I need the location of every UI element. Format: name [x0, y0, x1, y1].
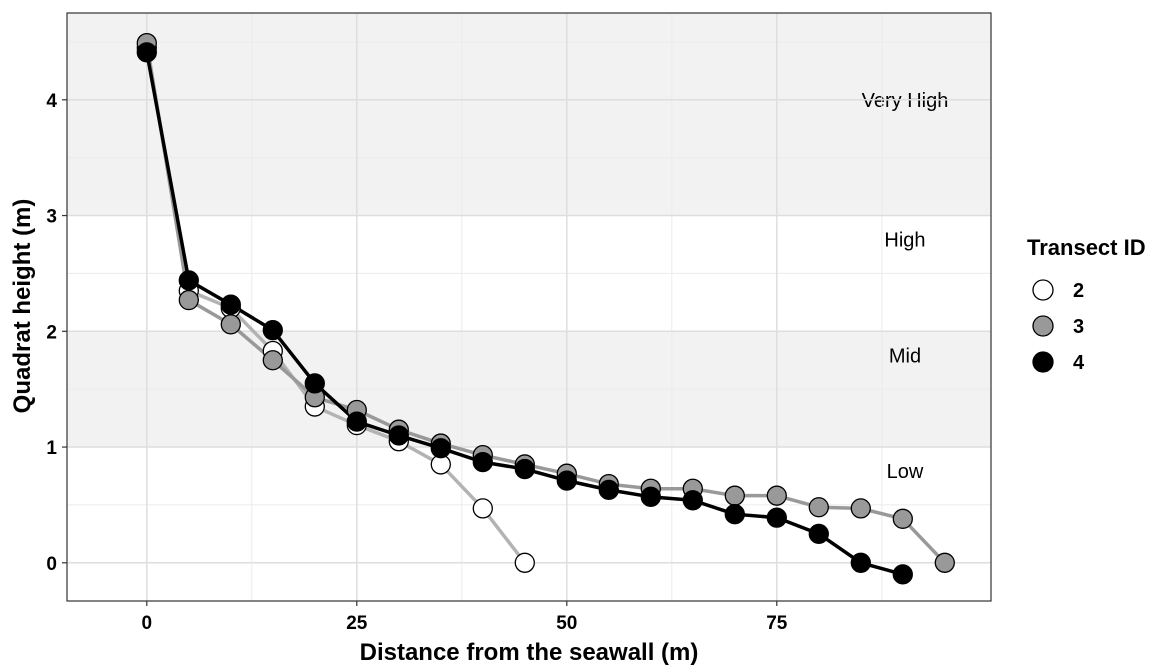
y-tick-label: 1: [46, 438, 57, 459]
series-line-2: [145, 47, 527, 564]
series-layer: [136, 32, 955, 585]
data-point-series-3: [262, 350, 283, 371]
data-point-series-3: [892, 508, 913, 529]
zone-label: Mid: [889, 345, 921, 367]
legend-key-2: [1032, 279, 1054, 301]
legend: Transect ID 2 3 4: [1027, 235, 1146, 374]
data-point-series-4: [598, 479, 619, 501]
data-point-series-3: [808, 497, 829, 518]
x-tick-label: 50: [556, 613, 577, 634]
data-point-series-3: [850, 498, 871, 519]
legend-label-4: 4: [1073, 352, 1085, 374]
data-point-series-4: [304, 373, 325, 394]
x-tick-label: 0: [142, 613, 153, 634]
y-tick-label: 4: [46, 91, 57, 112]
data-point-series-4: [556, 470, 577, 491]
data-point-series-4: [766, 507, 787, 528]
data-point-series-4: [220, 294, 241, 315]
x-tick-label: 25: [346, 613, 368, 634]
y-axis-title: Quadrat height (m): [9, 199, 36, 414]
data-point-series-4: [640, 486, 661, 507]
data-point-series-4: [682, 490, 703, 511]
legend-title: Transect ID: [1027, 235, 1146, 260]
data-point-series-4: [514, 458, 535, 480]
x-tick-label: 75: [766, 613, 788, 634]
data-point-series-4: [850, 552, 871, 573]
y-tick-label: 2: [46, 322, 57, 343]
data-point-series-4: [808, 523, 829, 545]
data-point-series-4: [472, 451, 493, 473]
data-point-series-3: [934, 552, 955, 573]
data-point-series-3: [766, 485, 787, 506]
legend-key-3: [1032, 315, 1054, 337]
y-tick-label: 3: [46, 207, 57, 228]
legend-key-4: [1032, 351, 1054, 373]
panel-border: [66, 12, 992, 602]
data-point-series-2: [472, 498, 493, 519]
data-point-series-4: [892, 564, 913, 585]
data-point-series-3: [724, 485, 745, 506]
legend-label-2: 2: [1073, 280, 1084, 302]
gridlines: [67, 13, 991, 601]
zone-label: High: [884, 230, 925, 252]
legend-label-3: 3: [1073, 316, 1084, 338]
zone-label: Low: [887, 461, 924, 483]
data-point-series-4: [178, 270, 199, 291]
data-point-series-3: [220, 314, 241, 335]
data-point-series-4: [136, 42, 157, 63]
y-tick-label: 0: [46, 554, 57, 575]
axis-ticks: 0 25 50 75 0 1 2 3 4: [46, 91, 787, 634]
zone-band: [67, 13, 991, 216]
data-point-series-3: [178, 289, 199, 311]
data-point-series-2: [514, 552, 535, 573]
zone-label: Very High: [862, 90, 949, 112]
data-point-series-4: [346, 411, 367, 432]
data-point-series-4: [388, 425, 409, 446]
data-point-series-4: [724, 504, 745, 525]
data-point-series-4: [262, 319, 283, 341]
data-point-series-4: [430, 438, 451, 459]
x-axis-title: Distance from the seawall (m): [360, 639, 699, 666]
